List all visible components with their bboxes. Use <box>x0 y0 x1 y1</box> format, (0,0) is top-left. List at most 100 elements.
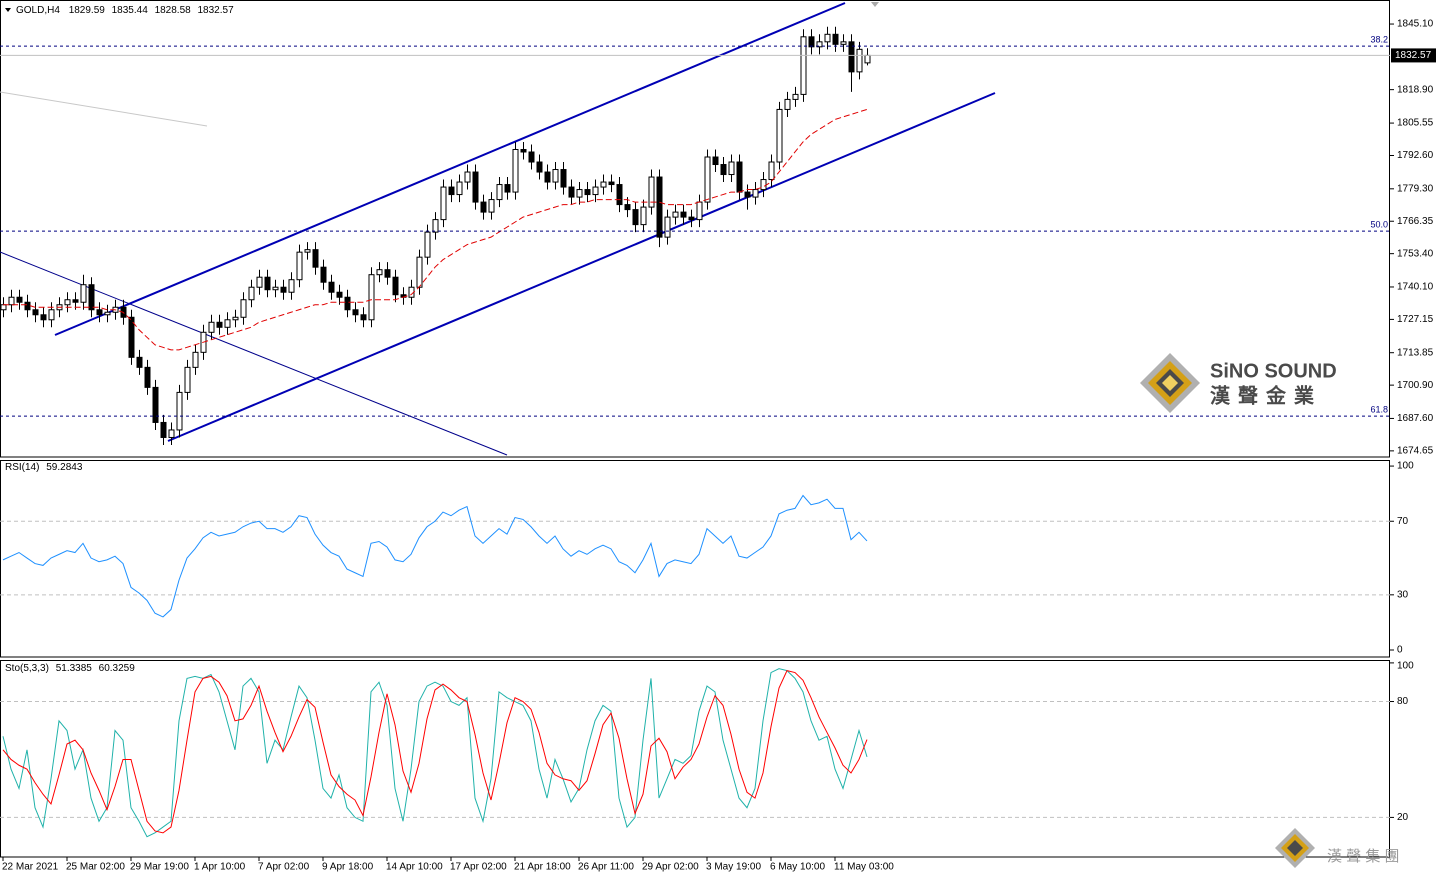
candle-body <box>848 41 855 73</box>
candle-body <box>656 176 663 238</box>
candle-body <box>384 269 391 278</box>
y-tick-label: 1792.60 <box>1397 150 1434 161</box>
level-label: 50.0 <box>1370 220 1388 230</box>
channel-upper <box>54 2 846 336</box>
candle-body <box>216 321 223 328</box>
stoch-title: Sto(5,3,3) <box>5 663 49 674</box>
candle-body <box>352 309 359 316</box>
candle-body <box>32 309 39 316</box>
candle-body <box>752 189 759 198</box>
candle-body <box>864 54 871 64</box>
candle-body <box>528 151 535 163</box>
x-tick-label: 3 May 19:00 <box>706 862 761 873</box>
candle-body <box>456 181 463 196</box>
header-arrow <box>5 8 11 12</box>
candle-body <box>16 296 23 303</box>
candle-body <box>248 286 255 301</box>
frames <box>0 0 1390 858</box>
y-tick-label: 1674.65 <box>1397 446 1434 457</box>
y-tick-label: 1818.90 <box>1397 84 1434 95</box>
level-label: 38.2 <box>1370 34 1388 44</box>
stoch-d-last: 60.3259 <box>99 663 136 674</box>
candle-body <box>832 33 839 45</box>
candle-body <box>104 311 111 316</box>
candle-body <box>424 231 431 258</box>
candle-body <box>856 48 863 73</box>
candle-body <box>496 184 503 201</box>
candle-body <box>520 148 527 153</box>
candle-body <box>800 36 807 95</box>
y-tick-label: 20 <box>1397 812 1409 823</box>
logo-name: SiNO SOUND <box>1210 360 1337 382</box>
x-tick-label: 29 Apr 02:00 <box>642 862 699 873</box>
candle-body <box>680 211 687 218</box>
candle-body <box>152 386 159 423</box>
candle-body <box>648 176 655 208</box>
y-tick-label: 30 <box>1397 589 1409 600</box>
candle-body <box>584 189 591 196</box>
candle-body <box>544 171 551 183</box>
y-tick-label: 1845.10 <box>1397 19 1434 30</box>
y-tick-label: 1805.55 <box>1397 118 1434 129</box>
candle-body <box>280 286 287 293</box>
candle-body <box>672 211 679 218</box>
candle-body <box>472 171 479 203</box>
last-low: 1828.58 <box>155 5 192 16</box>
y-tick-label: 80 <box>1397 696 1409 707</box>
indicator-line <box>2 670 868 834</box>
candle-body <box>64 299 71 306</box>
candle-body <box>232 316 239 321</box>
x-tick-label: 22 Mar 2021 <box>2 862 59 873</box>
candle-body <box>504 184 511 193</box>
candle-body <box>440 186 447 221</box>
candle-body <box>720 164 727 176</box>
rsi-header: RSI(14) 59.2843 <box>5 462 83 473</box>
price-box-label: 1832.57 <box>1395 50 1432 61</box>
candle-body <box>176 391 183 431</box>
candle-body <box>392 276 399 296</box>
candle-body <box>144 366 151 388</box>
candle-body <box>784 98 791 110</box>
main-plot <box>0 26 871 445</box>
candle-body <box>464 171 471 183</box>
candle-body <box>48 309 55 321</box>
candle-body <box>72 299 79 303</box>
candle-body <box>552 169 559 183</box>
candle-body <box>808 36 815 48</box>
y-tick-label: 100 <box>1397 461 1414 472</box>
candle-body <box>744 191 751 198</box>
candle-body <box>640 206 647 226</box>
x-tick-label: 17 Apr 02:00 <box>450 862 507 873</box>
y-tick-label: 100 <box>1397 661 1414 672</box>
rsi-title: RSI(14) <box>5 462 39 473</box>
x-tick-label: 25 Mar 02:00 <box>66 862 125 873</box>
last-close: 1832.57 <box>198 5 235 16</box>
main-frame <box>0 0 1390 458</box>
candle-body <box>432 219 439 233</box>
candle-body <box>760 179 767 191</box>
candle-body <box>240 299 247 318</box>
candle-body <box>608 181 615 186</box>
x-tick-label: 6 May 10:00 <box>770 862 825 873</box>
footer-logo-text: 漢 聲 集 團 <box>1327 848 1400 865</box>
candle-body <box>304 249 311 253</box>
candle-body <box>192 351 199 368</box>
channel-lower <box>167 92 996 442</box>
logo-mark <box>1162 375 1178 391</box>
candle-body <box>840 41 847 45</box>
candle-body <box>560 169 567 188</box>
candle-body <box>136 356 143 368</box>
x-tick-label: 21 Apr 18:00 <box>514 862 571 873</box>
candle-body <box>824 33 831 43</box>
stoch-header: Sto(5,3,3) 51.3385 60.3259 <box>5 663 135 674</box>
rsi-last: 59.2843 <box>46 462 83 473</box>
rsi-frame <box>0 460 1390 658</box>
candle-body <box>344 296 351 311</box>
candle-body <box>168 429 175 438</box>
trend-line <box>0 251 508 456</box>
candle-body <box>264 276 271 291</box>
candle-body <box>320 266 327 283</box>
y-tick-label: 1727.15 <box>1397 314 1434 325</box>
last-high: 1835.44 <box>112 5 149 16</box>
